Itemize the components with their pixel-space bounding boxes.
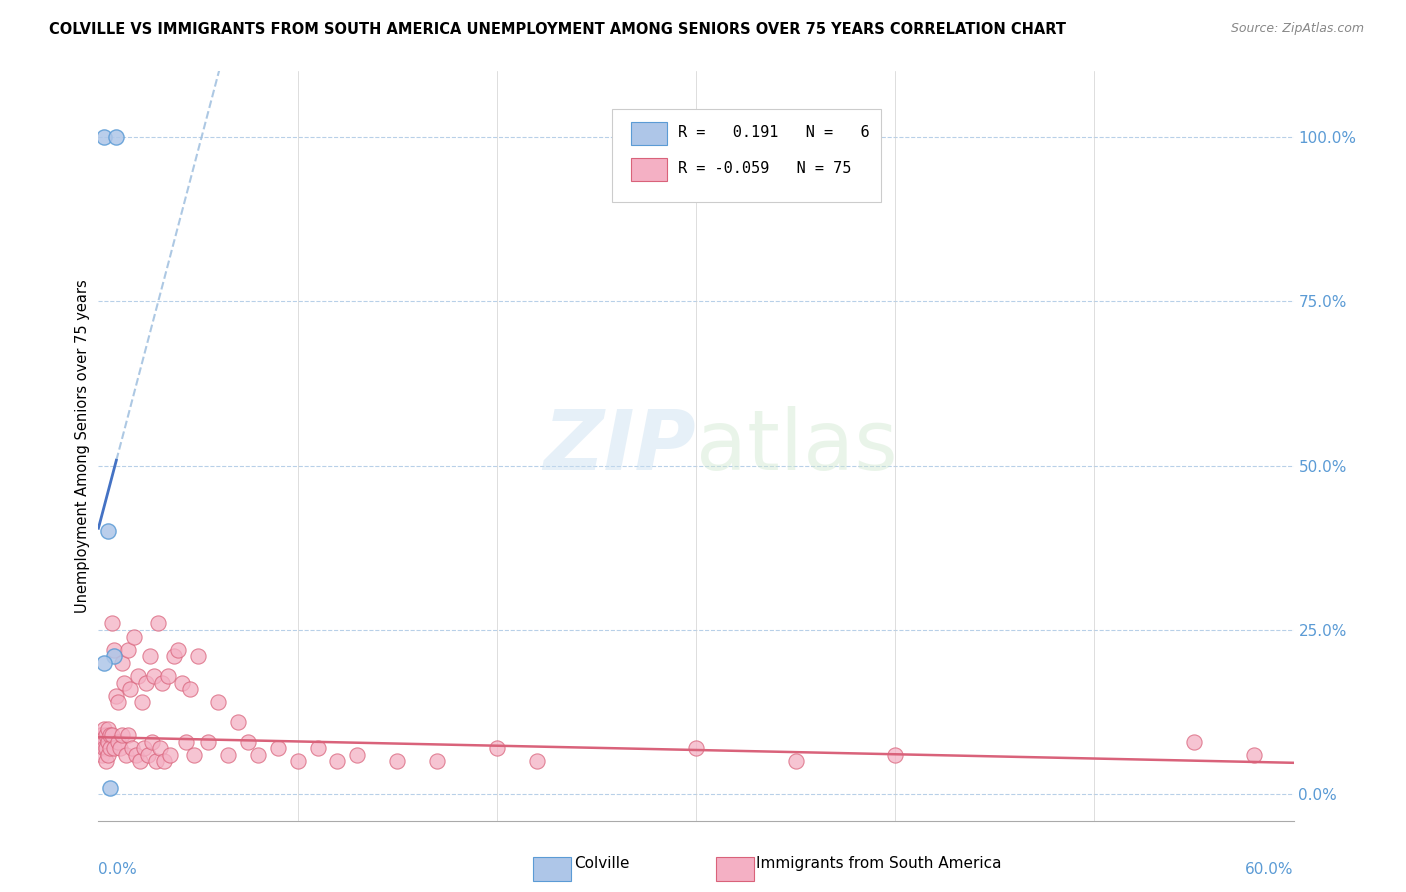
Point	[131, 695, 153, 709]
Point	[153, 755, 176, 769]
Point	[98, 741, 122, 756]
Point	[326, 755, 349, 769]
Point	[98, 780, 122, 795]
Point	[120, 682, 142, 697]
Point	[197, 735, 219, 749]
Point	[93, 735, 115, 749]
Text: ZIP: ZIP	[543, 406, 696, 486]
Point	[785, 755, 807, 769]
Point	[157, 669, 180, 683]
Point	[111, 728, 134, 742]
Text: COLVILLE VS IMMIGRANTS FROM SOUTH AMERICA UNEMPLOYMENT AMONG SENIORS OVER 75 YEA: COLVILLE VS IMMIGRANTS FROM SOUTH AMERIC…	[49, 22, 1066, 37]
Point	[1243, 747, 1265, 762]
Point	[179, 682, 201, 697]
Point	[96, 755, 118, 769]
Point	[307, 741, 329, 756]
Point	[148, 616, 170, 631]
Point	[91, 747, 114, 762]
Point	[135, 675, 157, 690]
Point	[93, 741, 115, 756]
Point	[139, 649, 162, 664]
Point	[183, 747, 205, 762]
Point	[159, 747, 181, 762]
Point	[187, 649, 209, 664]
Point	[105, 130, 128, 145]
Point	[97, 722, 120, 736]
Point	[101, 616, 124, 631]
Point	[93, 722, 115, 736]
Point	[111, 656, 134, 670]
Point	[125, 747, 148, 762]
Point	[98, 728, 122, 742]
Point	[93, 130, 115, 145]
Point	[485, 741, 508, 756]
Text: 60.0%: 60.0%	[1246, 862, 1294, 877]
Point	[426, 755, 449, 769]
Point	[141, 735, 163, 749]
Y-axis label: Unemployment Among Seniors over 75 years: Unemployment Among Seniors over 75 years	[75, 279, 90, 613]
Point	[884, 747, 907, 762]
Point	[207, 695, 229, 709]
Point	[172, 675, 194, 690]
Point	[93, 656, 115, 670]
Point	[107, 735, 129, 749]
Point	[145, 755, 167, 769]
Point	[217, 747, 239, 762]
Point	[97, 747, 120, 762]
Point	[1182, 735, 1205, 749]
Point	[526, 755, 548, 769]
Point	[267, 741, 290, 756]
Point	[143, 669, 166, 683]
Text: 0.0%: 0.0%	[98, 862, 138, 877]
FancyBboxPatch shape	[631, 158, 668, 181]
Point	[103, 741, 125, 756]
Point	[236, 735, 259, 749]
Point	[121, 741, 143, 756]
Point	[287, 755, 309, 769]
Point	[163, 649, 186, 664]
Point	[115, 747, 138, 762]
Point	[174, 735, 197, 749]
Point	[96, 728, 118, 742]
Point	[129, 755, 152, 769]
Point	[226, 714, 249, 729]
Point	[127, 669, 149, 683]
Point	[103, 649, 125, 664]
Point	[167, 642, 190, 657]
Point	[105, 689, 128, 703]
Point	[112, 675, 135, 690]
FancyBboxPatch shape	[613, 109, 882, 202]
Point	[117, 728, 139, 742]
Point	[91, 728, 114, 742]
Text: R =   0.191   N =   6: R = 0.191 N = 6	[678, 125, 870, 139]
Text: R = -0.059   N = 75: R = -0.059 N = 75	[678, 161, 852, 176]
Point	[346, 747, 368, 762]
Text: Colville: Colville	[574, 856, 628, 871]
Text: Source: ZipAtlas.com: Source: ZipAtlas.com	[1230, 22, 1364, 36]
Text: atlas: atlas	[696, 406, 897, 486]
Point	[149, 741, 172, 756]
Point	[246, 747, 269, 762]
Point	[124, 630, 146, 644]
Point	[134, 741, 156, 756]
Text: Immigrants from South America: Immigrants from South America	[756, 856, 1002, 871]
FancyBboxPatch shape	[631, 122, 668, 145]
Point	[97, 735, 120, 749]
Point	[103, 642, 125, 657]
Point	[110, 741, 132, 756]
Point	[101, 728, 124, 742]
Point	[117, 642, 139, 657]
Point	[136, 747, 159, 762]
Point	[89, 728, 111, 742]
Point	[385, 755, 409, 769]
Point	[97, 524, 120, 539]
Point	[685, 741, 707, 756]
Point	[150, 675, 173, 690]
Point	[96, 741, 118, 756]
Point	[107, 695, 129, 709]
